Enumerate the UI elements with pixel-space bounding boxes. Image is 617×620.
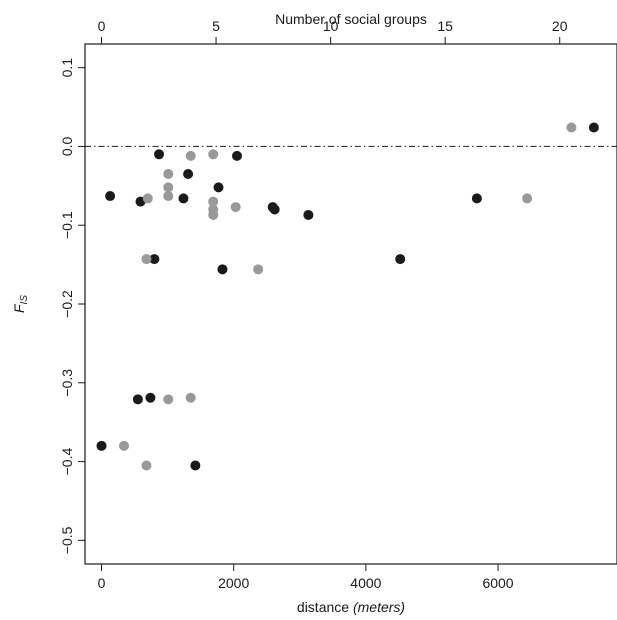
data-point-gray — [163, 182, 174, 193]
data-point-black — [213, 182, 224, 193]
x2-axis-title: Number of social groups — [275, 11, 427, 27]
x-axis-title: distance (meters) — [297, 599, 405, 615]
data-point-black — [303, 209, 314, 220]
y-tick-label: −0.2 — [59, 290, 75, 318]
data-point-black — [471, 193, 482, 204]
y-tick-label: 0.1 — [59, 58, 75, 78]
y-axis: −0.5 −0.4 −0.3 −0.2 −0.1 0.0 0.1 — [59, 58, 85, 554]
y-tick-label: −0.5 — [59, 526, 75, 554]
data-point-gray — [253, 264, 264, 275]
data-point-black — [269, 204, 280, 215]
x-axis-bottom: 0 2000 4000 6000 — [98, 564, 514, 591]
x-axis-title-unit: (meters) — [353, 599, 405, 615]
x2-tick-label: 5 — [212, 18, 220, 34]
data-point-black — [105, 191, 116, 202]
data-point-gray — [230, 202, 241, 213]
data-point-black — [217, 264, 228, 275]
data-point-black — [232, 150, 242, 161]
x-tick-label: 0 — [98, 575, 106, 591]
x-axis-top: 0 5 10 15 20 — [98, 18, 568, 44]
y-tick-label: 0.0 — [59, 136, 75, 156]
x-axis-title-main: distance — [297, 599, 349, 615]
data-point-black — [145, 392, 156, 403]
data-point-black — [395, 254, 406, 265]
data-point-black — [154, 149, 165, 160]
y-axis-title: FIS — [11, 295, 30, 313]
data-point-black — [183, 169, 194, 179]
data-point-black — [588, 122, 599, 133]
data-points — [96, 122, 599, 471]
x-tick-label: 4000 — [350, 575, 381, 591]
x-tick-label: 2000 — [218, 575, 249, 591]
data-point-gray — [185, 392, 196, 403]
y-tick-label: −0.1 — [59, 211, 75, 239]
data-point-black — [149, 254, 160, 265]
y-axis-title-main: F — [11, 303, 27, 313]
data-point-gray — [163, 191, 174, 202]
x-tick-label: 6000 — [482, 575, 513, 591]
y-tick-label: −0.4 — [59, 448, 75, 476]
y-axis-title-sub: IS — [19, 295, 30, 305]
x2-tick-label: 20 — [552, 18, 568, 34]
data-point-black — [96, 440, 107, 451]
x2-tick-label: 0 — [98, 18, 106, 34]
data-point-gray — [208, 209, 219, 220]
data-point-gray — [141, 460, 152, 471]
data-point-gray — [163, 394, 174, 405]
data-point-gray — [185, 150, 196, 161]
plot-frame — [84, 43, 617, 565]
data-point-black — [178, 193, 189, 204]
data-point-black — [132, 394, 143, 405]
data-point-gray — [566, 122, 577, 133]
data-point-gray — [208, 149, 219, 160]
data-point-gray — [522, 193, 533, 204]
data-point-gray — [118, 440, 129, 451]
x2-tick-label: 15 — [437, 18, 453, 34]
data-point-gray — [141, 254, 152, 265]
x2-tick-label: 10 — [323, 18, 339, 34]
data-point-gray — [208, 196, 219, 207]
data-point-gray — [163, 169, 174, 179]
y-tick-label: −0.3 — [59, 369, 75, 397]
data-point-gray — [142, 193, 153, 204]
data-point-black — [190, 460, 201, 471]
